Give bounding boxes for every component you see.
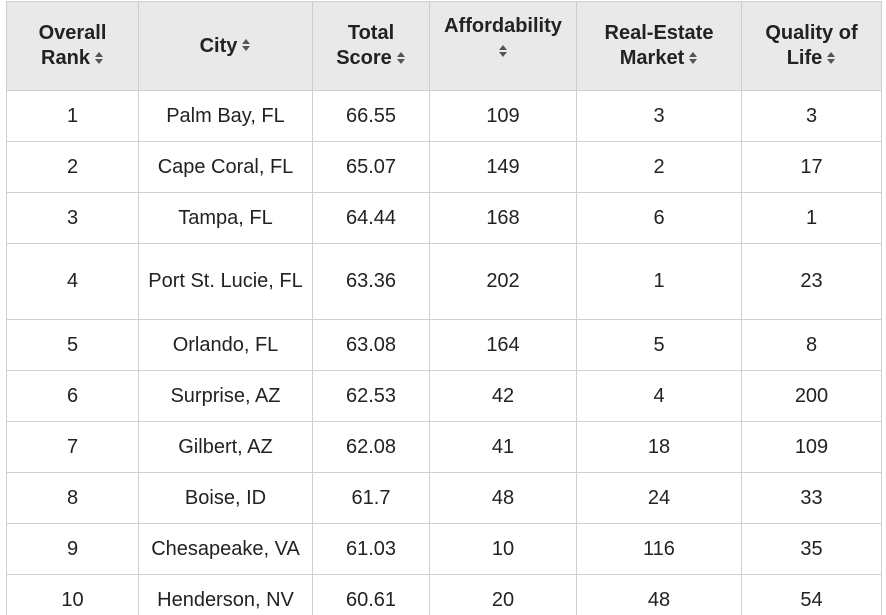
sort-up-down-icon[interactable]: [94, 51, 104, 65]
cell-total-score: 61.7: [312, 472, 430, 524]
table-row: 9 Chesapeake, VA 61.03 10 116 35: [6, 523, 882, 575]
table-row: 8 Boise, ID 61.7 48 24 33: [6, 472, 882, 524]
column-header-label: Market: [619, 47, 685, 69]
column-header-label: Score: [336, 47, 392, 69]
table-row: 2 Cape Coral, FL 65.07 149 2 17: [6, 141, 882, 193]
cell-total-score: 60.61: [312, 574, 430, 615]
cell-city: Orlando, FL: [138, 319, 313, 371]
cell-city: Henderson, NV: [138, 574, 313, 615]
column-header-label: Rank: [41, 47, 90, 69]
header-row: Overall Rank City Total Score Affordabil…: [6, 1, 882, 91]
cell-affordability: 202: [429, 243, 577, 320]
column-header-label: Total: [347, 22, 395, 44]
cell-rank: 10: [6, 574, 139, 615]
cell-rank: 4: [6, 243, 139, 320]
table-row: 6 Surprise, AZ 62.53 42 4 200: [6, 370, 882, 422]
cell-affordability: 41: [429, 421, 577, 473]
cell-total-score: 62.08: [312, 421, 430, 473]
column-header-label: Life: [786, 47, 823, 69]
cell-quality-of-life: 23: [741, 243, 882, 320]
cell-real-estate-market: 3: [576, 90, 742, 142]
cell-rank: 2: [6, 141, 139, 193]
cell-total-score: 66.55: [312, 90, 430, 142]
cell-affordability: 109: [429, 90, 577, 142]
cell-affordability: 20: [429, 574, 577, 615]
table-header: Overall Rank City Total Score Affordabil…: [6, 1, 882, 91]
column-header-quality-of-life[interactable]: Quality of Life: [741, 1, 882, 91]
cell-rank: 6: [6, 370, 139, 422]
column-header-city[interactable]: City: [138, 1, 313, 91]
cell-quality-of-life: 54: [741, 574, 882, 615]
cell-rank: 3: [6, 192, 139, 244]
table-body: 1 Palm Bay, FL 66.55 109 3 3 2 Cape Cora…: [6, 90, 882, 615]
cell-city: Gilbert, AZ: [138, 421, 313, 473]
sort-up-down-icon[interactable]: [689, 51, 698, 65]
cell-rank: 1: [6, 90, 139, 142]
cell-rank: 9: [6, 523, 139, 575]
sort-up-down-icon[interactable]: [396, 51, 406, 65]
cell-affordability: 42: [429, 370, 577, 422]
cell-affordability: 164: [429, 319, 577, 371]
cell-quality-of-life: 1: [741, 192, 882, 244]
column-header-total-score[interactable]: Total Score: [312, 1, 430, 91]
column-header-real-estate-market[interactable]: Real-Estate Market: [576, 1, 742, 91]
cell-rank: 7: [6, 421, 139, 473]
cell-rank: 5: [6, 319, 139, 371]
sort-up-down-icon[interactable]: [242, 38, 251, 52]
cell-quality-of-life: 109: [741, 421, 882, 473]
column-header-label: Overall: [38, 22, 107, 44]
cell-real-estate-market: 1: [576, 243, 742, 320]
cell-real-estate-market: 24: [576, 472, 742, 524]
table-row: 10 Henderson, NV 60.61 20 48 54: [6, 574, 882, 615]
cell-city: Surprise, AZ: [138, 370, 313, 422]
cell-total-score: 61.03: [312, 523, 430, 575]
cell-city: Palm Bay, FL: [138, 90, 313, 142]
cell-real-estate-market: 18: [576, 421, 742, 473]
cell-total-score: 63.08: [312, 319, 430, 371]
cell-real-estate-market: 5: [576, 319, 742, 371]
cell-real-estate-market: 4: [576, 370, 742, 422]
cell-affordability: 149: [429, 141, 577, 193]
cell-quality-of-life: 33: [741, 472, 882, 524]
table-row: 4 Port St. Lucie, FL 63.36 202 1 23: [6, 243, 882, 320]
table-row: 1 Palm Bay, FL 66.55 109 3 3: [6, 90, 882, 142]
column-header-label: Real-Estate: [604, 22, 714, 44]
cell-quality-of-life: 35: [741, 523, 882, 575]
cell-city: Tampa, FL: [138, 192, 313, 244]
sort-up-down-icon[interactable]: [827, 51, 836, 65]
cell-quality-of-life: 200: [741, 370, 882, 422]
cell-real-estate-market: 2: [576, 141, 742, 193]
cell-affordability: 168: [429, 192, 577, 244]
column-header-label: Quality of: [765, 22, 858, 44]
table-row: 5 Orlando, FL 63.08 164 5 8: [6, 319, 882, 371]
cell-total-score: 63.36: [312, 243, 430, 320]
cell-city: Boise, ID: [138, 472, 313, 524]
cell-real-estate-market: 116: [576, 523, 742, 575]
cell-quality-of-life: 17: [741, 141, 882, 193]
city-rankings-table: Overall Rank City Total Score Affordabil…: [6, 1, 882, 615]
column-header-affordability[interactable]: Affordability: [429, 1, 577, 91]
cell-real-estate-market: 6: [576, 192, 742, 244]
cell-total-score: 65.07: [312, 141, 430, 193]
cell-quality-of-life: 8: [741, 319, 882, 371]
cell-affordability: 48: [429, 472, 577, 524]
column-header-rank[interactable]: Overall Rank: [6, 1, 139, 91]
cell-rank: 8: [6, 472, 139, 524]
cell-affordability: 10: [429, 523, 577, 575]
cell-city: Chesapeake, VA: [138, 523, 313, 575]
cell-real-estate-market: 48: [576, 574, 742, 615]
column-header-label: Affordability: [444, 15, 562, 37]
cell-city: Port St. Lucie, FL: [138, 243, 313, 320]
cell-city: Cape Coral, FL: [138, 141, 313, 193]
table-row: 3 Tampa, FL 64.44 168 6 1: [6, 192, 882, 244]
table-row: 7 Gilbert, AZ 62.08 41 18 109: [6, 421, 882, 473]
cell-total-score: 62.53: [312, 370, 430, 422]
sort-up-down-icon[interactable]: [498, 44, 508, 58]
column-header-label: City: [199, 34, 238, 57]
cell-quality-of-life: 3: [741, 90, 882, 142]
cell-total-score: 64.44: [312, 192, 430, 244]
